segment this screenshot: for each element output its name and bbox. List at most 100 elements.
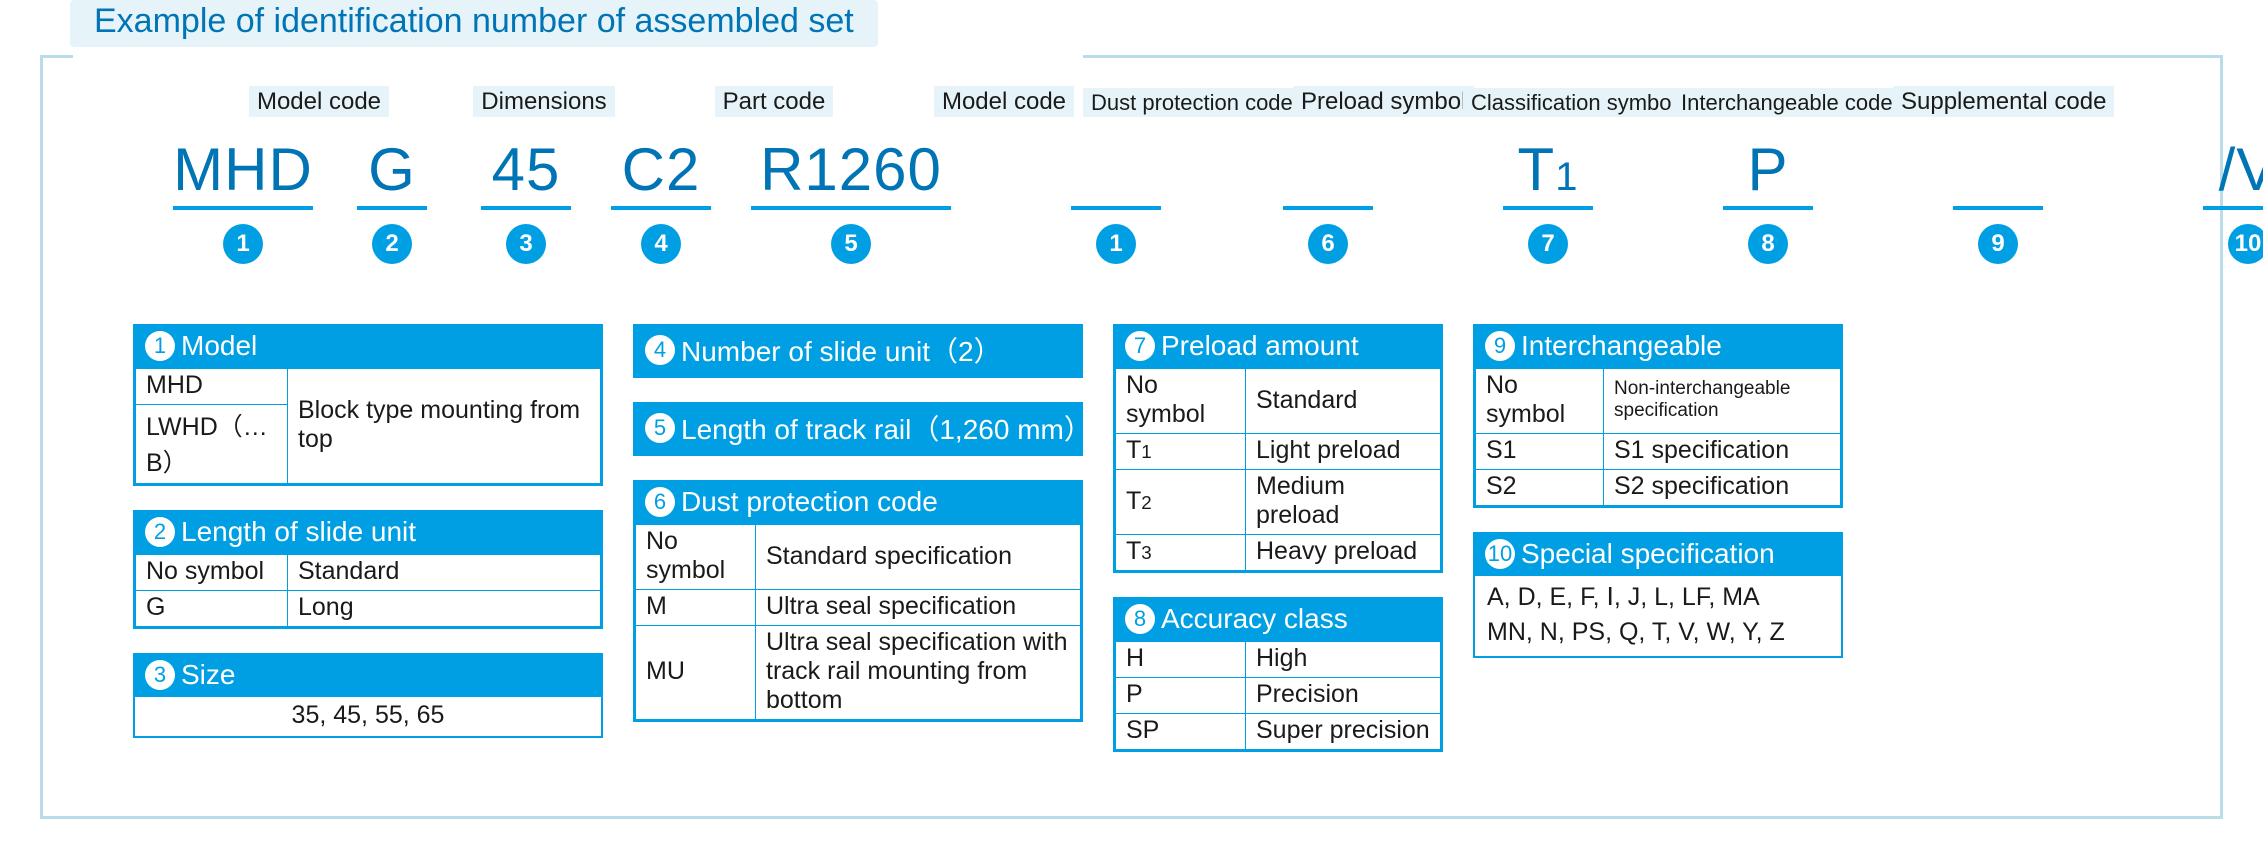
spec-box-header: 7 Preload amount [1115, 326, 1441, 368]
code-slot: 9 [1953, 140, 2043, 264]
code-slot: C2 4 [611, 140, 711, 264]
code-category-label: Part code [715, 86, 834, 117]
spec-title: Model [181, 330, 257, 362]
spec-number-circle: 6 [645, 487, 675, 517]
spec-box: 5 Length of track rail（1,260 mm） [633, 402, 1083, 456]
spec-title: Accuracy class [1161, 603, 1348, 635]
spec-cell: No symbol [1476, 369, 1604, 434]
spec-title: Length of track rail（1,260 mm） [681, 408, 1092, 448]
spec-cell: LWHD（…B） [136, 405, 288, 484]
code-slot: R12605 [751, 140, 951, 264]
spec-cell: Standard [1246, 369, 1441, 434]
codes-row: MHD1G2453C24R12605 1 6T17P8 9/V10 [173, 140, 2180, 264]
spec-cell: Ultra seal specification with track rail… [756, 626, 1081, 720]
spec-cell: Block type mounting from top [288, 369, 601, 484]
position-badge: 8 [1748, 224, 1788, 264]
spec-single-value: 35, 45, 55, 65 [135, 697, 601, 736]
spec-number-circle: 5 [645, 413, 675, 443]
code-category-label: Dust protection code [1083, 88, 1301, 117]
code-value: 45 [481, 140, 571, 200]
position-badge: 7 [1528, 224, 1568, 264]
spec-title: Length of slide unit [181, 516, 416, 548]
code-value [1953, 140, 2043, 200]
code-slot: 6 [1283, 140, 1373, 264]
spec-box-header: 10 Special specification [1475, 534, 1841, 576]
spec-number-circle: 8 [1125, 604, 1155, 634]
spec-title: Dust protection code [681, 486, 938, 518]
position-badge: 6 [1308, 224, 1348, 264]
column-1: 1 ModelMHDBlock type mounting from topLW… [133, 324, 603, 776]
spec-table: MHDBlock type mounting from topLWHD（…B） [135, 368, 601, 484]
code-slot: G2 [357, 140, 427, 264]
spec-cell: T1 [1116, 434, 1246, 470]
spec-cell: H [1116, 642, 1246, 678]
spec-cell: MU [636, 626, 756, 720]
spec-cell: G [136, 591, 288, 627]
spec-title: Interchangeable [1521, 330, 1722, 362]
code-slot: /V 10 [2203, 140, 2263, 264]
code-value [1283, 140, 1373, 200]
code-value: P [1723, 140, 1813, 200]
spec-cell: High [1246, 642, 1441, 678]
spec-cell: Long [288, 591, 601, 627]
code-value: MHD [173, 140, 313, 200]
spec-cell: T3 [1116, 535, 1246, 571]
page-title: Example of identification number of asse… [70, 0, 878, 47]
spec-box: 8 Accuracy classHHighPPrecisionSPSuper p… [1113, 597, 1443, 752]
code-category-label: Interchangeable code [1673, 88, 1901, 117]
code-value: G [357, 140, 427, 200]
spec-cell: No symbol [136, 555, 288, 591]
spec-box: 2 Length of slide unitNo symbolStandardG… [133, 510, 603, 629]
spec-box: 7 Preload amountNo symbolStandardT1Light… [1113, 324, 1443, 573]
code-category-label: Model code [249, 86, 389, 117]
spec-box-header: 4 Number of slide unit（2） [635, 326, 1081, 376]
spec-box-header: 1 Model [135, 326, 601, 368]
spec-number-circle: 3 [145, 660, 175, 690]
spec-cell: Standard specification [756, 525, 1081, 590]
column-3: 7 Preload amountNo symbolStandardT1Light… [1113, 324, 1443, 776]
position-badge: 3 [506, 224, 546, 264]
spec-cell: S2 specification [1604, 470, 1841, 506]
spec-cell: Standard [288, 555, 601, 591]
spec-cell: S1 specification [1604, 434, 1841, 470]
spec-box-header: 3 Size [135, 655, 601, 697]
code-slot: P8 [1723, 140, 1813, 264]
position-badge: 10 [2228, 224, 2263, 264]
code-category-label: Dimensions [473, 86, 614, 117]
spec-cell: MHD [136, 369, 288, 405]
spec-number-circle: 4 [645, 335, 675, 365]
spec-cell: M [636, 590, 756, 626]
spec-cell: P [1116, 678, 1246, 714]
spec-number-circle: 1 [145, 331, 175, 361]
code-category-label: Preload symbol [1293, 86, 1474, 117]
spec-cell: Light preload [1246, 434, 1441, 470]
code-slot: T1 7 [1503, 140, 1593, 264]
spec-cell: Super precision [1246, 714, 1441, 750]
spec-cell: Precision [1246, 678, 1441, 714]
code-value: T1 [1503, 140, 1593, 200]
spec-number-circle: 7 [1125, 331, 1155, 361]
spec-cell: T2 [1116, 470, 1246, 535]
position-badge: 1 [1096, 224, 1136, 264]
spec-freeform: A, D, E, F, Ⅰ, J, L, LF, MAMN, N, PS, Q,… [1475, 576, 1841, 656]
position-badge: 4 [641, 224, 681, 264]
spec-cell: S2 [1476, 470, 1604, 506]
column-4: 9 InterchangeableNo symbolNon-interchang… [1473, 324, 1843, 776]
code-value: R1260 [751, 140, 951, 200]
code-value: C2 [611, 140, 711, 200]
spec-box: 6 Dust protection code No symbolStandard … [633, 480, 1083, 722]
code-value: /V [2203, 140, 2263, 200]
spec-box: 4 Number of slide unit（2） [633, 324, 1083, 378]
main-frame: Model codeDimensionsPart codeModel codeD… [40, 55, 2223, 819]
labels-row: Model codeDimensionsPart codeModel codeD… [173, 88, 2180, 116]
spec-cell: No symbol [636, 525, 756, 590]
spec-cell: SP [1116, 714, 1246, 750]
spec-title: Special specification [1521, 538, 1775, 570]
code-slot: 45 3 [481, 140, 571, 264]
spec-box: 1 ModelMHDBlock type mounting from topLW… [133, 324, 603, 486]
spec-box: 10 Special specificationA, D, E, F, Ⅰ, J… [1473, 532, 1843, 658]
position-badge: 2 [372, 224, 412, 264]
spec-number-circle: 9 [1485, 331, 1515, 361]
spec-cell: S1 [1476, 434, 1604, 470]
spec-box-header: 8 Accuracy class [1115, 599, 1441, 641]
